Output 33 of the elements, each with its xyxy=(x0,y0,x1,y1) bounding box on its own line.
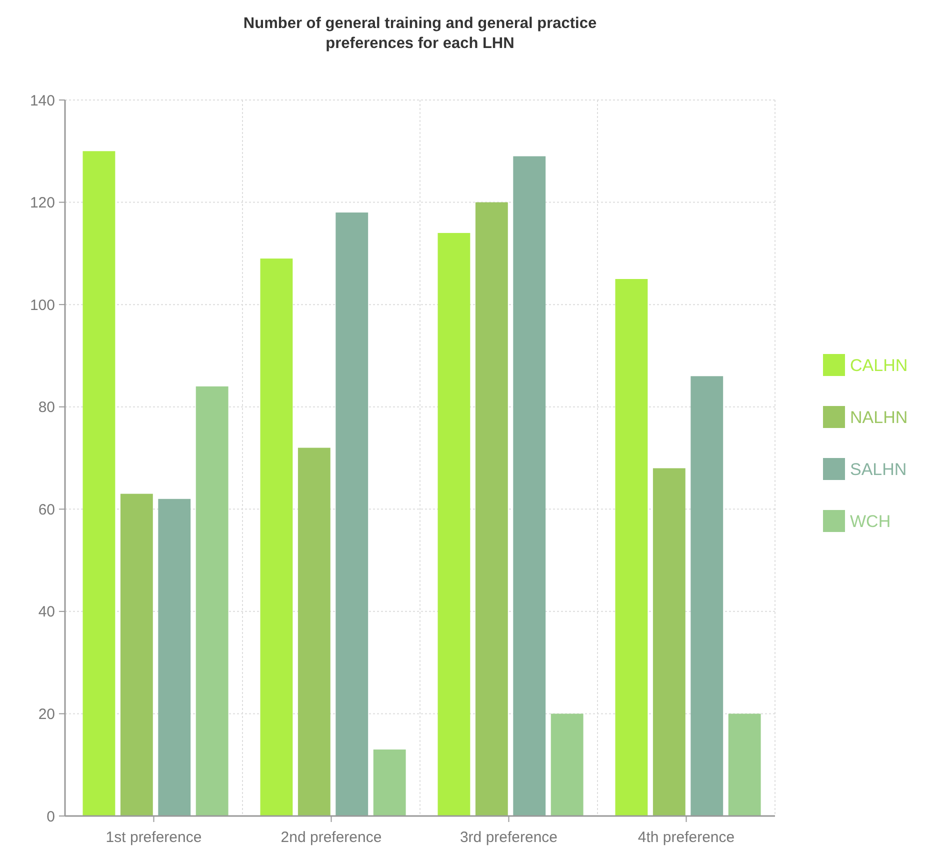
bar xyxy=(615,279,648,816)
bar xyxy=(196,386,228,816)
bar xyxy=(475,202,508,816)
x-tick-label: 2nd preference xyxy=(280,829,382,846)
legend-label: NALHN xyxy=(850,408,908,427)
y-tick-label: 20 xyxy=(38,706,55,723)
bar xyxy=(690,376,724,816)
y-tick-label: 140 xyxy=(30,92,55,110)
bar xyxy=(550,714,584,816)
y-tick-label: 0 xyxy=(46,808,55,826)
bar xyxy=(652,468,686,816)
bar xyxy=(82,151,116,816)
bar xyxy=(438,232,470,816)
x-tick-label: 1st preference xyxy=(106,829,202,846)
bar xyxy=(728,714,761,816)
x-tick-label: 4th preference xyxy=(638,829,735,846)
bar xyxy=(260,258,293,816)
bar xyxy=(373,750,406,816)
bar xyxy=(336,212,368,816)
y-tick-label: 80 xyxy=(38,399,55,416)
x-tick-label: 3rd preference xyxy=(460,829,558,846)
legend-label: WCH xyxy=(850,512,891,531)
y-tick-label: 100 xyxy=(30,296,55,314)
bar xyxy=(120,494,153,816)
bar xyxy=(298,448,330,816)
y-tick-label: 40 xyxy=(38,604,55,621)
chart-title: Number of general training and general practice preferences for each LHN xyxy=(243,15,597,52)
legend-label: CALHN xyxy=(850,356,908,375)
legend-label: SALHN xyxy=(850,460,907,479)
y-tick-label: 60 xyxy=(38,501,55,518)
bar xyxy=(513,156,546,816)
y-tick-label: 120 xyxy=(30,194,55,212)
bar xyxy=(158,498,191,816)
